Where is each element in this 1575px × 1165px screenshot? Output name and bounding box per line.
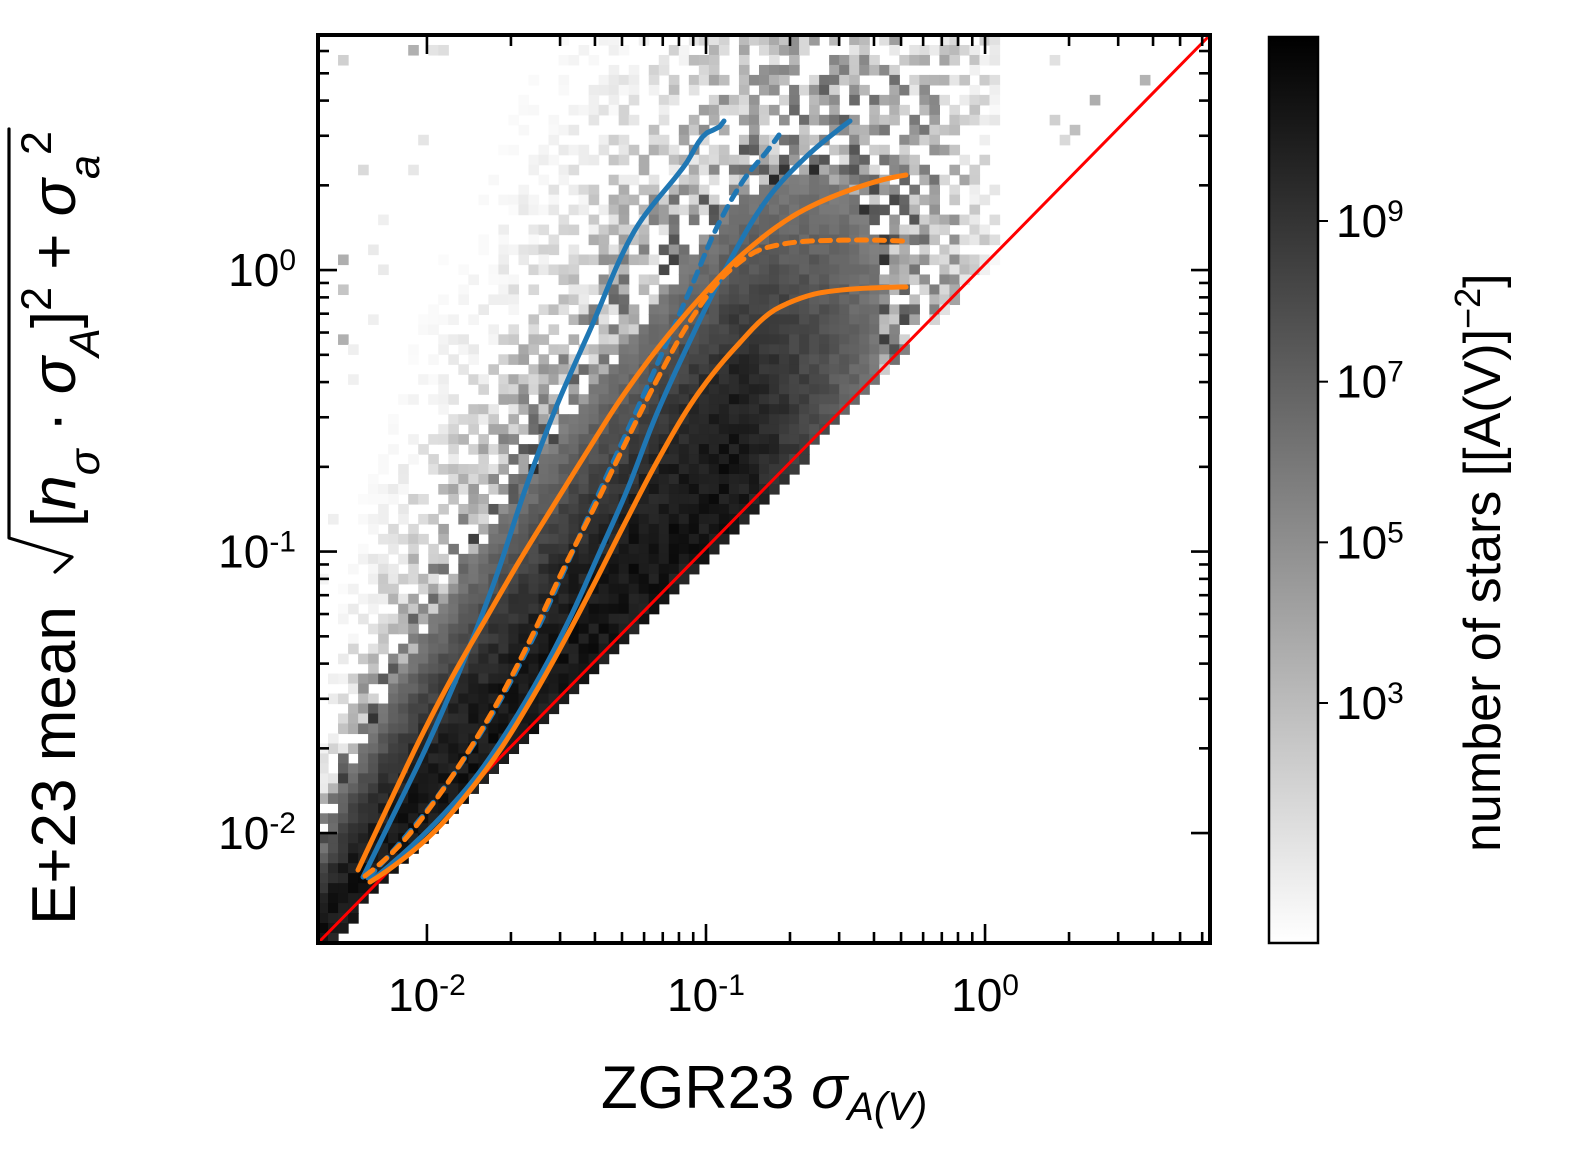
svg-text:E+23 mean: E+23 mean: [20, 606, 89, 925]
svg-text:[nσ · σA]2 + σa2: [nσ · σA]2 + σa2: [13, 131, 109, 527]
svg-text:number of stars [[A(V)]−2]: number of stars [[A(V)]−2]: [1447, 273, 1513, 852]
